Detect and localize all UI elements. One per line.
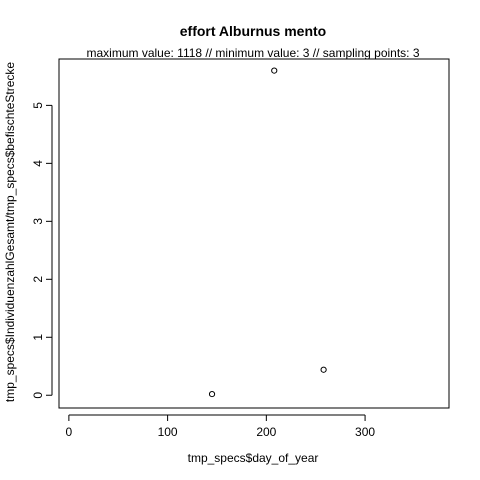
data-point xyxy=(209,391,214,396)
y-tick-label: 3 xyxy=(31,218,45,225)
y-tick-label: 5 xyxy=(31,102,45,109)
chart-subtitle: maximum value: 1118 // minimum value: 3 … xyxy=(86,46,419,60)
y-axis: 0 1 2 3 4 5 xyxy=(31,102,52,399)
x-tick-label: 200 xyxy=(256,425,276,439)
y-tick-label: 1 xyxy=(31,334,45,341)
data-point xyxy=(321,367,326,372)
x-tick-label: 100 xyxy=(158,425,178,439)
y-tick-label: 0 xyxy=(31,392,45,399)
data-points xyxy=(209,68,326,397)
y-tick-label: 4 xyxy=(31,160,45,167)
y-axis-label: tmp_specs$IndividuenzahlGesamt/tmp_specs… xyxy=(3,62,17,403)
data-point xyxy=(272,68,277,73)
x-axis-label: tmp_specs$day_of_year xyxy=(188,451,319,465)
x-tick-label: 300 xyxy=(355,425,375,439)
x-tick-label: 0 xyxy=(66,425,73,439)
chart-title: effort Alburnus mento xyxy=(180,23,326,39)
x-axis: 0 100 200 300 xyxy=(66,415,376,439)
y-tick-label: 2 xyxy=(31,276,45,283)
plot-frame xyxy=(59,59,449,408)
